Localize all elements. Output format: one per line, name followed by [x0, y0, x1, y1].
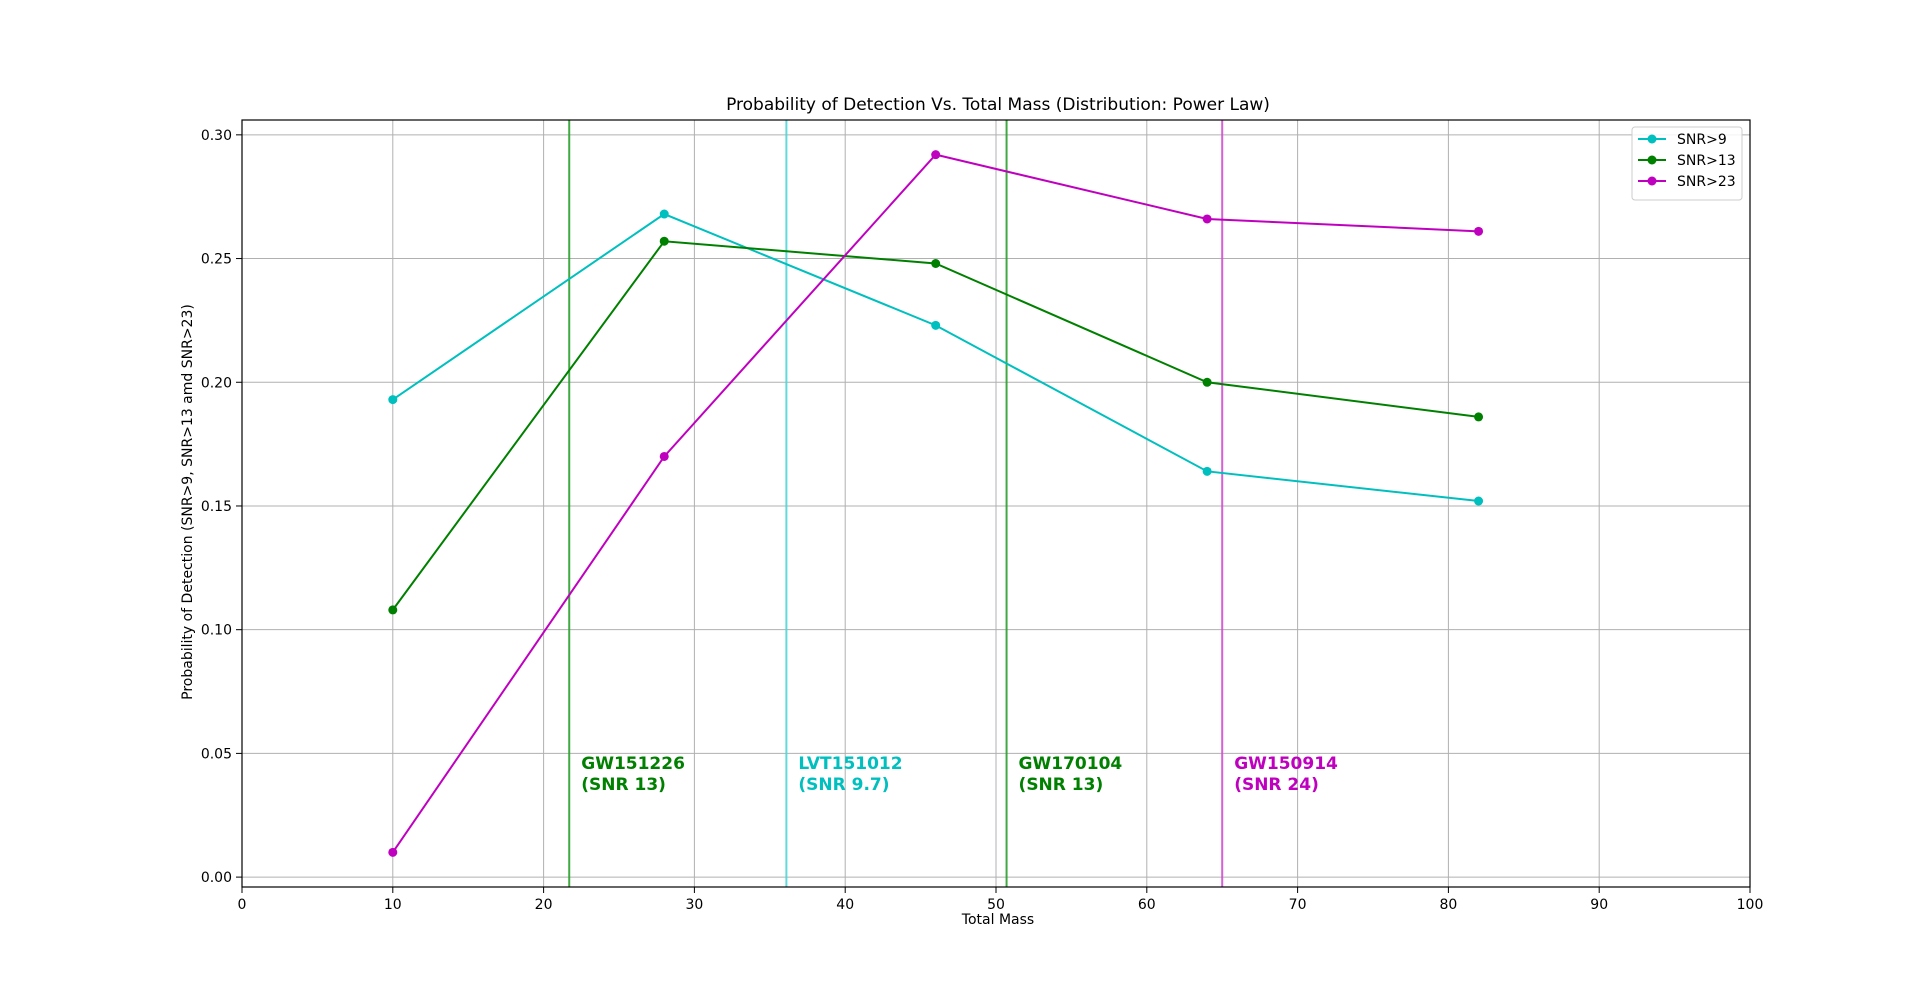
- x-tick-label: 20: [535, 897, 553, 913]
- event-label-snr: (SNR 13): [581, 775, 666, 795]
- legend-label: SNR>13: [1677, 153, 1736, 169]
- y-tick-label: 0.25: [201, 252, 232, 268]
- event-label-name: GW151226: [581, 754, 685, 774]
- chart-title: Probability of Detection Vs. Total Mass …: [726, 95, 1270, 115]
- y-tick-label: 0.20: [201, 375, 232, 391]
- legend-swatch-marker: [1647, 134, 1657, 144]
- data-point: [1474, 226, 1484, 236]
- y-axis-title: Probability of Detection (SNR>9, SNR>13 …: [180, 304, 196, 700]
- data-point: [388, 605, 398, 615]
- event-label-name: GW170104: [1019, 754, 1123, 774]
- axes: 0 10 20 30 40 50 60 70 80 90 100 0.00 0.05 0.10 0.15 0.…: [201, 119, 1764, 913]
- legend-swatch-marker: [1647, 155, 1657, 165]
- event-label-snr: (SNR 24): [1234, 775, 1319, 795]
- x-tick-label: 50: [987, 897, 1005, 913]
- data-point: [1474, 496, 1484, 506]
- y-tick-label: 0.15: [201, 499, 232, 515]
- x-tick-label: 80: [1439, 897, 1457, 913]
- data-point: [1202, 466, 1212, 476]
- x-tick-label: 70: [1289, 897, 1307, 913]
- event-label-snr: (SNR 9.7): [798, 775, 889, 795]
- event-markers: GW151226(SNR 13)LVT151012(SNR 9.7)GW1701…: [568, 120, 1338, 887]
- data-point: [931, 150, 941, 160]
- data-point: [659, 451, 669, 461]
- y-tick-label: 0.05: [201, 746, 232, 762]
- x-tick-label: 60: [1138, 897, 1156, 913]
- x-tick-label: 90: [1590, 897, 1608, 913]
- y-tick-label: 0.00: [201, 870, 232, 886]
- data-point: [931, 320, 941, 330]
- x-tick-label: 30: [685, 897, 703, 913]
- data-point: [1474, 412, 1484, 422]
- data-point: [659, 236, 669, 246]
- event-label-name: GW150914: [1234, 754, 1338, 774]
- data-point: [1202, 214, 1212, 224]
- x-tick-label: 40: [836, 897, 854, 913]
- event-label-snr: (SNR 13): [1019, 775, 1104, 795]
- legend-label: SNR>9: [1677, 132, 1727, 148]
- data-point: [1202, 377, 1212, 387]
- data-series: [388, 150, 1484, 857]
- legend-swatch-marker: [1647, 176, 1657, 186]
- y-tick-label: 0.10: [201, 623, 232, 639]
- y-tick-label: 0.30: [201, 128, 232, 144]
- data-point: [388, 395, 398, 405]
- data-point: [659, 209, 669, 219]
- series-line: [392, 212, 1479, 503]
- series-line: [391, 240, 1479, 611]
- event-label-name: LVT151012: [798, 754, 902, 774]
- data-point: [931, 259, 941, 269]
- x-tick-label: 0: [238, 897, 247, 913]
- legend-label: SNR>23: [1677, 174, 1736, 190]
- x-tick-label: 100: [1737, 897, 1764, 913]
- grid-lines: [241, 120, 1751, 887]
- x-axis-title: Total Mass: [961, 912, 1034, 928]
- x-tick-label: 10: [384, 897, 402, 913]
- data-point: [388, 847, 398, 857]
- legend: SNR>9 SNR>13 SNR>23: [1631, 126, 1743, 201]
